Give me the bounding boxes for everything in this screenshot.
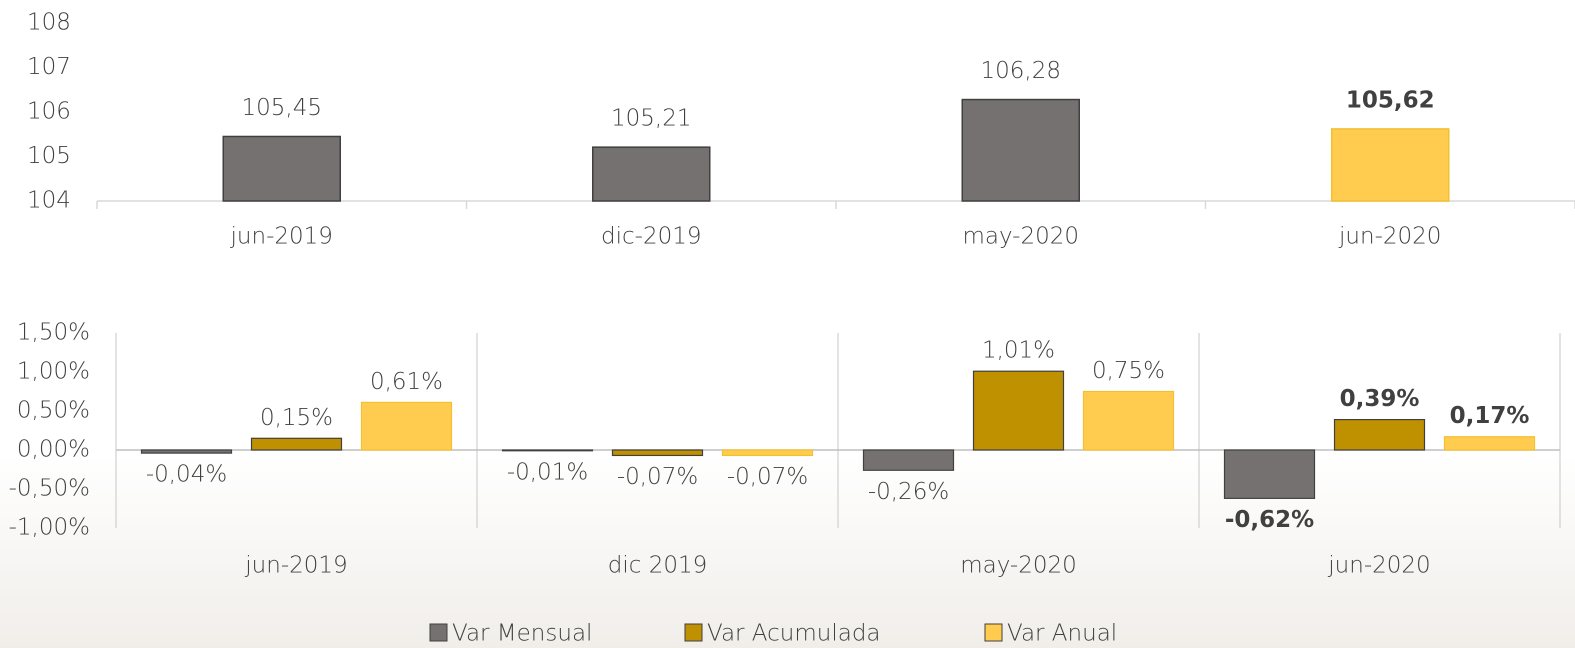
value-label: 0,75%: [1092, 358, 1165, 384]
value-label: 0,17%: [1450, 403, 1530, 429]
bar: [1443, 436, 1536, 451]
value-label: 106,28: [981, 58, 1061, 84]
bar: [972, 370, 1065, 451]
y-tick-label: 107: [27, 54, 71, 80]
bar: [360, 401, 453, 451]
value-label: -0,26%: [868, 479, 949, 505]
bar: [140, 449, 233, 454]
y-tick-label: 1,00%: [17, 359, 90, 385]
y-tick-label: -0,50%: [9, 476, 90, 502]
x-tick-label: jun-2020: [1338, 224, 1441, 250]
bar: [1331, 128, 1450, 202]
x-tick-label: dic 2019: [608, 553, 707, 579]
value-label: 105,62: [1346, 87, 1435, 113]
bar: [1223, 449, 1316, 499]
value-label: -0,04%: [146, 462, 227, 488]
x-tick-label: jun-2019: [244, 553, 347, 579]
legend-swatch: [684, 623, 703, 642]
y-tick-label: 1,50%: [17, 320, 90, 346]
bar: [862, 449, 955, 471]
value-label: 0,61%: [370, 369, 443, 395]
value-label: 105,45: [242, 95, 322, 121]
bar: [592, 146, 711, 202]
value-label: -0,07%: [727, 464, 808, 490]
value-label: 1,01%: [982, 338, 1055, 364]
bar: [611, 449, 704, 457]
legend-label: Var Anual: [1007, 621, 1117, 647]
y-tick-label: 105: [27, 143, 71, 169]
y-tick-label: 106: [27, 99, 71, 125]
bar: [501, 449, 594, 452]
x-tick-label: may-2020: [960, 553, 1077, 579]
legend-swatch: [429, 623, 448, 642]
bar: [721, 449, 814, 457]
legend-label: Var Mensual: [452, 621, 592, 647]
x-tick-label: jun-2020: [1327, 553, 1430, 579]
bar: [222, 135, 341, 202]
y-tick-label: -1,00%: [9, 515, 90, 541]
bar: [961, 98, 1080, 202]
x-tick-label: may-2020: [962, 224, 1079, 250]
value-label: -0,62%: [1225, 507, 1314, 533]
value-label: 0,39%: [1340, 386, 1420, 412]
y-tick-label: 104: [27, 188, 71, 214]
value-label: -0,07%: [617, 464, 698, 490]
y-tick-label: 0,50%: [17, 398, 90, 424]
bar: [1082, 390, 1175, 451]
bar: [1333, 418, 1426, 451]
y-tick-label: 0,00%: [17, 437, 90, 463]
value-label: 105,21: [611, 106, 691, 132]
value-label: 0,15%: [260, 405, 333, 431]
y-tick-label: 108: [27, 10, 71, 36]
value-label: -0,01%: [507, 459, 588, 485]
x-tick-label: dic-2019: [601, 224, 701, 250]
x-tick-label: jun-2019: [230, 224, 333, 250]
legend-swatch: [984, 623, 1003, 642]
bar: [250, 437, 343, 451]
legend-label: Var Acumulada: [707, 621, 881, 647]
